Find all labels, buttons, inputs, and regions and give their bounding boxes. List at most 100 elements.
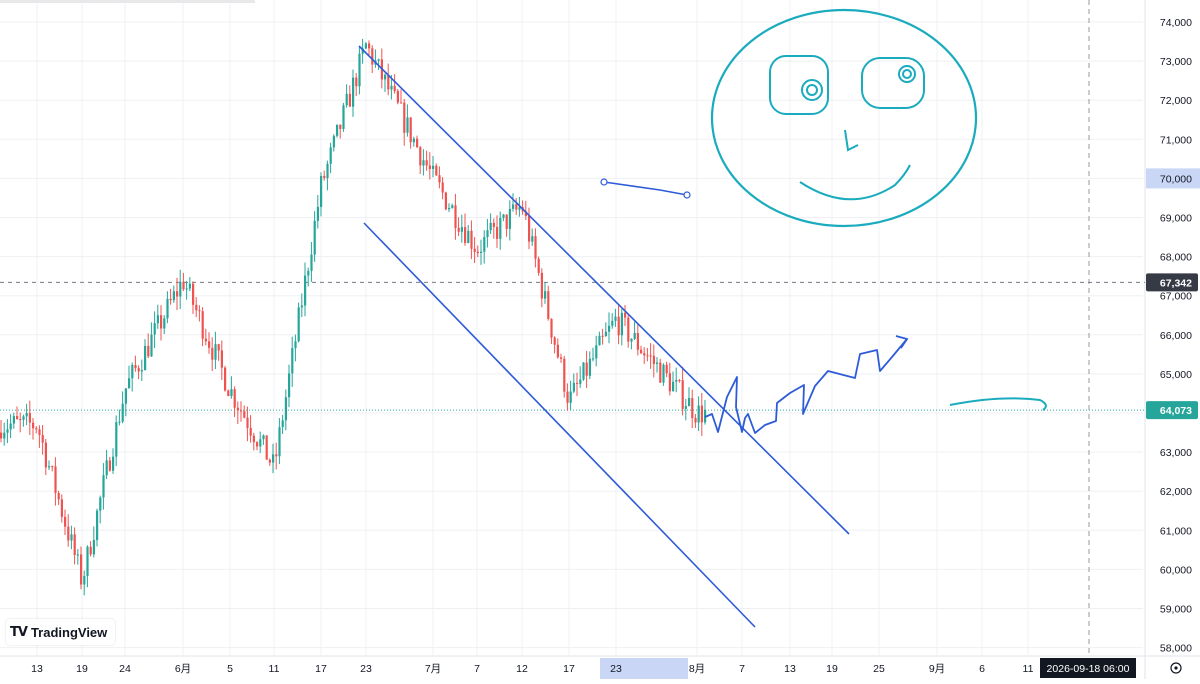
x-tick-label: 12: [516, 663, 528, 675]
y-tick-label: 74,000: [1160, 17, 1192, 29]
x-tick-label: 5: [227, 663, 233, 675]
candle-body: [646, 355, 649, 357]
candle-body: [534, 236, 537, 259]
candle-body: [352, 77, 355, 107]
tradingview-logo[interactable]: TV TradingView: [6, 619, 116, 645]
candle-body: [115, 422, 118, 457]
candle-body: [326, 163, 329, 179]
candle-body: [652, 355, 655, 364]
candle-body: [476, 251, 479, 253]
candle-body: [691, 398, 694, 418]
candle-body: [662, 364, 665, 383]
candle-body: [688, 398, 691, 407]
candle-body: [566, 391, 569, 403]
smiley-right-pupil: [898, 65, 916, 83]
candle-body: [560, 357, 563, 359]
candle-body: [515, 204, 518, 210]
x-tick-label: 23: [360, 663, 372, 675]
candle-body: [598, 335, 601, 346]
candle-body: [163, 318, 166, 329]
candle-body: [659, 362, 662, 383]
candle-body: [44, 442, 47, 468]
candle-body: [67, 526, 70, 541]
settings-gear-icon-center: [1174, 666, 1178, 670]
x-tick-label: 7月: [425, 663, 441, 675]
candle-body: [320, 175, 323, 207]
candle-body: [569, 391, 572, 403]
candle-body: [697, 405, 700, 423]
x-tick-label: 6: [979, 663, 985, 675]
candle-body: [377, 59, 380, 61]
candle-body: [422, 160, 425, 166]
candle-body: [384, 74, 387, 80]
candle-body: [284, 397, 287, 421]
candle-body: [172, 291, 175, 301]
candle-body: [643, 353, 646, 356]
y-tick-label: 68,000: [1160, 252, 1192, 264]
crosshair-price-label: 70,000: [1160, 173, 1192, 185]
candle-body: [57, 492, 60, 500]
candle-body: [307, 270, 310, 276]
candle-body: [633, 333, 636, 339]
trendline-handle: [683, 191, 691, 199]
candle-body: [387, 74, 390, 90]
x-tick-label: 7: [474, 663, 480, 675]
candle-body: [528, 216, 531, 242]
candle-body: [323, 175, 326, 179]
y-tick-label: 73,000: [1160, 56, 1192, 68]
candle-body: [412, 138, 415, 143]
x-tick-label: 19: [826, 663, 838, 675]
smile-curve: [949, 397, 1047, 411]
candle-body: [576, 382, 579, 384]
candle-body: [220, 350, 223, 368]
candle-body: [339, 124, 342, 129]
crosshair-price-bg: [1146, 168, 1200, 189]
candle-body: [22, 416, 25, 420]
candle-body: [614, 316, 617, 321]
y-tick-label: 65,000: [1160, 369, 1192, 381]
candle-body: [224, 367, 227, 391]
candle-body: [505, 214, 508, 229]
candle-body: [492, 222, 495, 227]
candle-body: [329, 147, 332, 164]
candle-body: [80, 554, 83, 585]
candle-body: [262, 435, 265, 440]
candle-body: [368, 43, 371, 49]
candle-body: [256, 442, 259, 447]
candle-body: [198, 310, 201, 312]
candle-body: [438, 175, 441, 183]
candle-body: [419, 147, 422, 166]
candle-body: [176, 291, 179, 297]
candle-body: [268, 459, 271, 463]
candle-body: [681, 380, 684, 409]
candle-body: [156, 315, 159, 324]
candle-body: [684, 406, 687, 409]
y-tick-label: 72,000: [1160, 95, 1192, 107]
candle-body: [134, 364, 137, 369]
candle-body: [118, 421, 121, 423]
candle-body: [182, 281, 185, 290]
candle-body: [531, 236, 534, 242]
candle-body: [185, 288, 188, 290]
candle-body: [35, 428, 38, 430]
candle-body: [371, 48, 374, 65]
candle-body: [108, 460, 111, 471]
candle-body: [214, 344, 217, 360]
candle-body: [230, 389, 233, 397]
x-tick-label: 24: [119, 663, 131, 675]
candle-body: [300, 305, 303, 308]
candle-body: [51, 466, 54, 468]
candle-body: [400, 102, 403, 104]
candle-body: [160, 315, 163, 329]
candle-body: [537, 258, 540, 273]
settings-gear-icon: [1170, 662, 1182, 674]
x-tick-label: 25: [873, 663, 885, 675]
candle-body: [137, 368, 140, 372]
candle-body: [588, 358, 591, 376]
smiley-right-pupil-inner: [902, 69, 912, 79]
x-tick-label: 13: [784, 663, 796, 675]
candle-body: [579, 379, 582, 384]
candle-body: [6, 429, 9, 433]
